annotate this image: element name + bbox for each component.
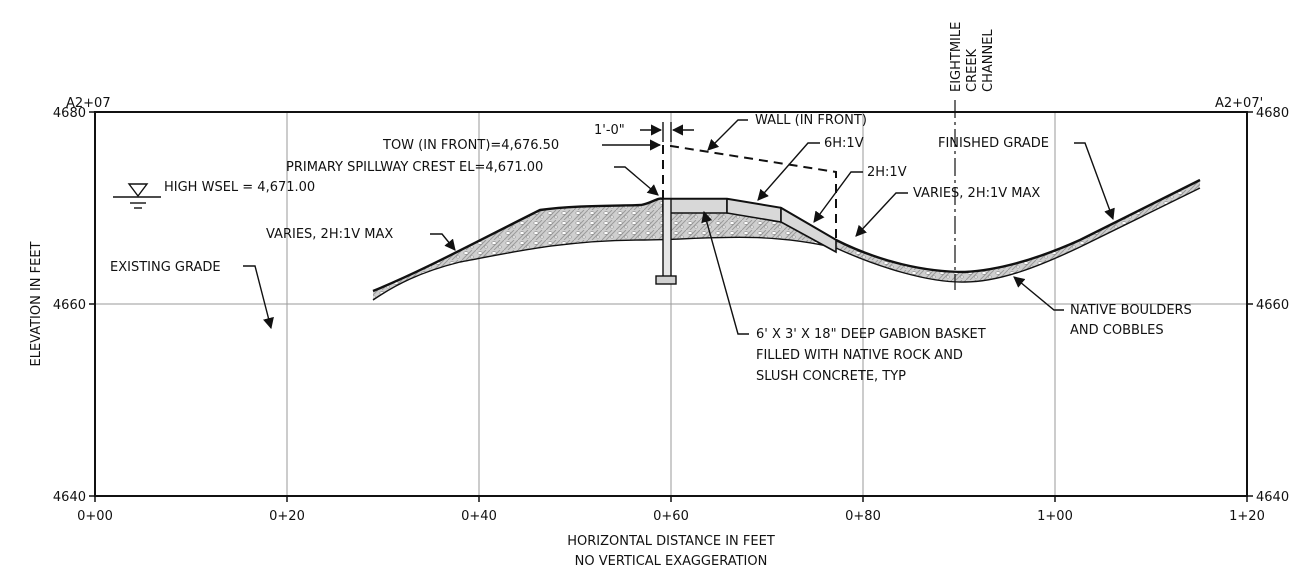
x-tick-label-80: 0+80 [845,509,881,524]
axis-ticks [89,111,1253,502]
high-wsel-label: HIGH WSEL = 4,671.00 [164,180,315,195]
channel-label-line1: EIGHTMILE [949,22,964,92]
x-tick-label-120: 1+20 [1229,509,1265,524]
x-tick-label-40: 0+40 [461,509,497,524]
y-tick-label-4660-left: 4660 [53,298,86,313]
y-tick-label-4640-right: 4640 [1256,490,1289,505]
gabion-label-line2: FILLED WITH NATIVE ROCK AND [756,348,963,363]
water-surface-symbol [113,183,161,209]
spillway-crest-leader [614,166,659,196]
y-axis-title: ELEVATION IN FEET [29,241,44,366]
existing-grade-leader [243,265,274,330]
tow-label: TOW (IN FRONT)=4,676.50 [382,138,559,153]
y-tick-label-4660-right: 4660 [1256,298,1289,313]
channel-label-line2: CREEK [965,48,980,92]
dimension-label: 1'-0" [594,123,625,138]
grid-lines [95,112,1247,496]
native-boulders-label-line1: NATIVE BOULDERS [1070,303,1192,318]
cutoff-wall [655,198,677,285]
wall-leader [707,119,748,151]
x-tick-label-100: 1+00 [1037,509,1073,524]
x-axis-title-line1: HORIZONTAL DISTANCE IN FEET [567,534,775,549]
x-tick-label-0: 0+00 [77,509,113,524]
slope-6h-label: 6H:1V [824,136,864,151]
slope-2h-leader [813,171,863,223]
wall-label: WALL (IN FRONT) [755,113,867,128]
varies-left-label: VARIES, 2H:1V MAX [266,227,393,242]
y-tick-label-4640-left: 4640 [53,490,86,505]
y-tick-label-4680-right: 4680 [1256,106,1289,121]
finished-grade-label: FINISHED GRADE [938,136,1049,151]
finished-grade-leader [1074,142,1115,221]
channel-label-line3: CHANNEL [981,29,996,92]
slope-6h-leader [757,142,820,201]
x-tick-label-60: 0+60 [653,509,689,524]
wall-in-front-outline [662,145,837,240]
section-mark-left: A2+07 [66,96,111,111]
gabion-label-line1: 6' X 3' X 18" DEEP GABION BASKET [756,327,986,342]
y-tick-label-4680-left: 4680 [53,106,86,121]
native-rock-fill [373,180,1200,300]
finished-grade-line [372,178,1201,293]
section-mark-right: A2+07' [1215,96,1263,111]
rock-bottom-line [372,187,1201,301]
native-boulders-leader [1013,276,1064,311]
varies-right-leader [855,192,908,237]
x-tick-label-20: 0+20 [269,509,305,524]
native-boulders-label-line2: AND COBBLES [1070,323,1164,338]
varies-right-label: VARIES, 2H:1V MAX [913,186,1040,201]
varies-left-leader [430,233,456,251]
x-axis-title-line2: NO VERTICAL EXAGGERATION [575,554,768,569]
spillway-crest-label: PRIMARY SPILLWAY CREST EL=4,671.00 [286,160,543,175]
gabion-leader [701,210,749,335]
existing-grade-label: EXISTING GRADE [110,260,221,275]
wall-width-dimension [640,122,694,142]
gabion-label-line3: SLUSH CONCRETE, TYP [756,369,906,384]
slope-2h-label: 2H:1V [867,165,907,180]
